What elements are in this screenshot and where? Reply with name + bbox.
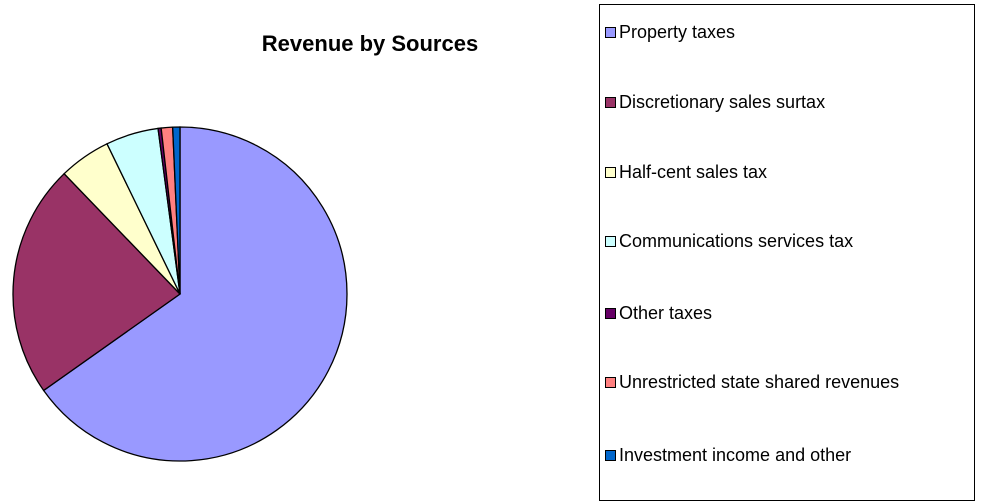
legend-item: Investment income and other (605, 445, 935, 466)
legend-item: Unrestricted state shared revenues (605, 372, 935, 393)
legend-swatch (605, 377, 616, 388)
legend-label: Other taxes (619, 303, 713, 323)
legend-label: Discretionary sales surtax (619, 92, 826, 112)
legend-swatch (605, 27, 616, 38)
legend-label: Investment income and other (619, 445, 852, 465)
legend-swatch (605, 97, 616, 108)
legend-swatch (605, 450, 616, 461)
legend-label: Half-cent sales tax (619, 162, 768, 182)
legend-item: Property taxes (605, 22, 935, 43)
legend-swatch (605, 236, 616, 247)
pie-slice (42, 126, 348, 462)
pie-slice (171, 126, 181, 295)
pie-slice (12, 172, 181, 392)
chart-title: Revenue by Sources (262, 31, 478, 56)
legend-item: Communications services tax (605, 231, 935, 252)
legend-label: Communications services tax (619, 231, 854, 251)
legend-item: Discretionary sales surtax (605, 92, 935, 113)
legend-swatch (605, 167, 616, 178)
legend-label: Unrestricted state shared revenues (619, 372, 900, 392)
pie-area: Revenue by Sources (12, 31, 478, 462)
legend-item: Half-cent sales tax (605, 162, 935, 183)
legend-label: Property taxes (619, 22, 736, 42)
legend-swatch (605, 308, 616, 319)
legend-item: Other taxes (605, 303, 935, 324)
legend: Property taxes Discretionary sales surtax… (599, 4, 975, 501)
